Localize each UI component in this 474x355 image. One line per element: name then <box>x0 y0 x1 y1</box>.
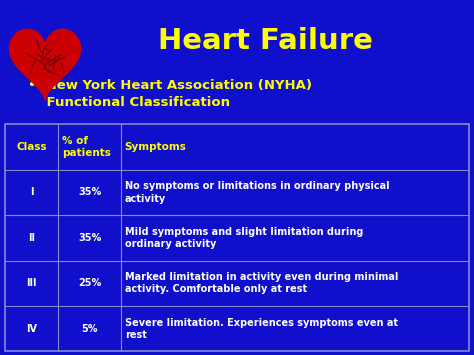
Text: Mild symptoms and slight limitation during
ordinary activity: Mild symptoms and slight limitation duri… <box>125 226 363 249</box>
Bar <box>58 170 121 215</box>
Text: % of
patients: % of patients <box>62 136 111 158</box>
Bar <box>5 124 469 351</box>
Text: •  New York Heart Association (NYHA): • New York Heart Association (NYHA) <box>28 79 312 92</box>
Text: 35%: 35% <box>78 187 101 197</box>
Bar <box>58 215 121 261</box>
Bar <box>121 306 469 351</box>
Polygon shape <box>9 29 81 100</box>
Bar <box>121 215 469 261</box>
Text: 5%: 5% <box>81 324 98 334</box>
Text: 35%: 35% <box>78 233 101 243</box>
Text: IV: IV <box>26 324 37 334</box>
Bar <box>5 170 58 215</box>
Bar <box>121 124 469 170</box>
Text: Functional Classification: Functional Classification <box>28 97 230 109</box>
Text: Severe limitation. Experiences symptoms even at
rest: Severe limitation. Experiences symptoms … <box>125 317 398 340</box>
Bar <box>5 261 58 306</box>
Text: No symptoms or limitations in ordinary physical
activity: No symptoms or limitations in ordinary p… <box>125 181 389 204</box>
Text: Symptoms: Symptoms <box>125 142 187 152</box>
Text: Class: Class <box>16 142 47 152</box>
Bar <box>58 124 121 170</box>
Bar <box>58 261 121 306</box>
Bar <box>5 306 58 351</box>
Text: 25%: 25% <box>78 278 101 288</box>
Bar <box>5 124 58 170</box>
Text: Marked limitation in activity even during minimal
activity. Comfortable only at : Marked limitation in activity even durin… <box>125 272 398 295</box>
Bar <box>121 170 469 215</box>
Bar <box>58 306 121 351</box>
Bar <box>5 215 58 261</box>
Bar <box>121 261 469 306</box>
Text: I: I <box>30 187 33 197</box>
Text: III: III <box>26 278 36 288</box>
Text: Heart Failure: Heart Failure <box>158 27 373 55</box>
Text: II: II <box>28 233 35 243</box>
